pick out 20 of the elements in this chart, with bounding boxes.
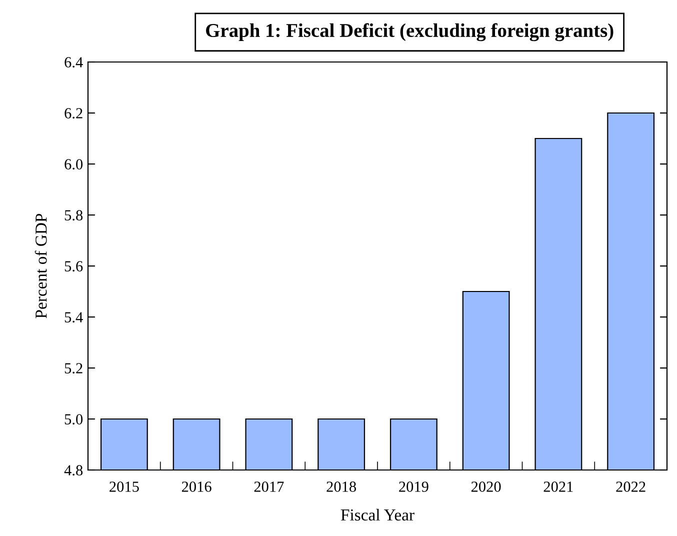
y-tick-label: 4.8 <box>64 465 83 476</box>
x-tick-label: 2018 <box>326 482 356 492</box>
x-tick-label: 2021 <box>544 482 573 492</box>
y-tick-label: 5.4 <box>64 312 83 323</box>
x-tick-label: 2016 <box>182 482 212 492</box>
y-tick-label: 6.0 <box>64 159 83 170</box>
y-axis-title: Percent of GDP <box>34 214 47 318</box>
chart-title: Graph 1: Fiscal Deficit (excluding foreign grants) <box>206 23 614 42</box>
x-tick-label: 2022 <box>616 482 646 492</box>
y-tick-label: 5.0 <box>64 414 83 425</box>
x-tick-label: 2015 <box>110 482 139 492</box>
y-tick-label: 5.2 <box>64 363 82 374</box>
y-tick-label: 5.6 <box>64 261 83 272</box>
y-tick-label: 6.4 <box>64 57 83 68</box>
x-tick-label: 2019 <box>399 482 428 492</box>
x-tick-label: 2017 <box>254 482 284 492</box>
x-tick-label: 2020 <box>471 482 501 492</box>
y-tick-label: 6.2 <box>64 108 82 119</box>
y-tick-label: 5.8 <box>64 210 83 221</box>
x-axis-title: Fiscal Year <box>340 508 414 521</box>
